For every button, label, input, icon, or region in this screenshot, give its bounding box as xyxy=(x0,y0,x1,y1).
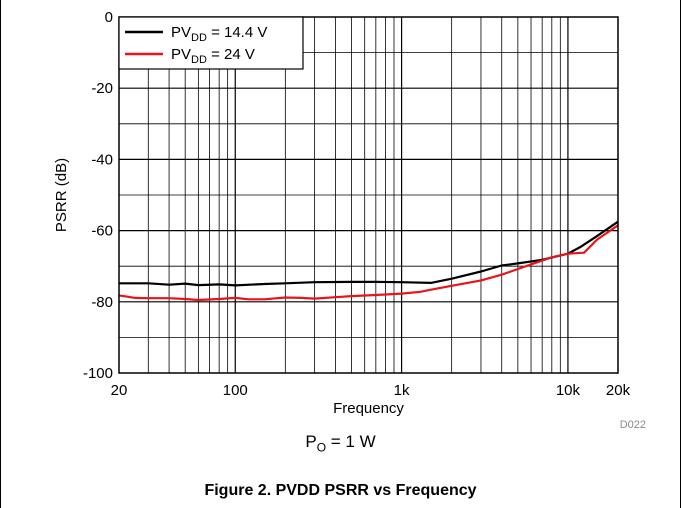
x-tick-labels: 20 100 1k 10k 20k xyxy=(111,382,631,399)
series-layer xyxy=(118,220,619,302)
y-tick-label: -60 xyxy=(91,223,113,240)
condition-prefix: P xyxy=(305,432,317,451)
x-tick-label: 10k xyxy=(556,382,581,399)
figure-caption: Figure 2. PVDD PSRR vs Frequency xyxy=(204,482,477,499)
plot-border xyxy=(118,16,619,374)
y-tick-label: 0 xyxy=(105,9,113,26)
grid-major-lines xyxy=(119,17,618,373)
series-line-1 xyxy=(119,220,619,287)
y-tick-label: -20 xyxy=(91,80,113,97)
x-tick-label: 20k xyxy=(606,382,631,399)
condition-suffix: = 1 W xyxy=(326,432,376,451)
test-condition: PO = 1 W xyxy=(0,432,681,454)
series-line-2 xyxy=(118,224,619,302)
frame-left-border xyxy=(0,0,1,508)
grid-minor-lines xyxy=(119,17,618,373)
x-tick-label: 1k xyxy=(394,382,410,399)
legend-box xyxy=(118,16,304,70)
x-axis-label: Frequency xyxy=(333,400,404,417)
x-tick-label: 20 xyxy=(111,382,128,399)
y-tick-label: -80 xyxy=(91,294,113,311)
y-tick-label: -100 xyxy=(83,365,113,382)
chart-code-label: D022 xyxy=(620,419,646,430)
legend-entry-1: PVDD = 14.4 V xyxy=(171,24,267,44)
y-axis-label: PSRR (dB) xyxy=(53,158,70,232)
y-tick-label: -40 xyxy=(91,151,113,168)
legend-entry-2: PVDD = 24 V xyxy=(171,46,255,66)
psrr-chart: 20 100 1k 10k 20k 0 -20 -40 -60 -80 -100 Frequenc… xyxy=(53,9,646,430)
y-tick-labels: 0 -20 -40 -60 -80 -100 xyxy=(83,9,113,382)
condition-sub: O xyxy=(316,440,327,455)
x-tick-label: 100 xyxy=(223,382,248,399)
